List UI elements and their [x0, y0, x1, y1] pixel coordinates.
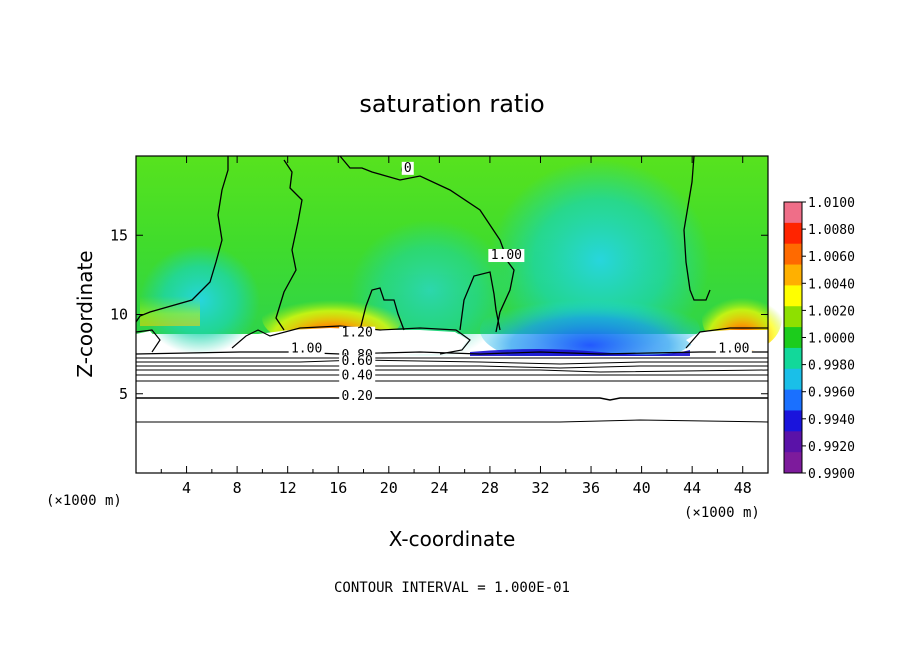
x-tick-label: 28 — [481, 479, 499, 497]
x-unit-left: (×1000 m) — [46, 493, 122, 509]
contour-label-bg — [339, 369, 376, 383]
x-unit-right: (×1000 m) — [684, 505, 760, 521]
colorbar-label: 0.9940 — [808, 413, 855, 428]
y-tick-label: 15 — [110, 226, 128, 244]
contour-hump — [459, 271, 501, 331]
colorbar-label: 0.9960 — [808, 386, 855, 401]
y-tick-label: 5 — [119, 385, 128, 403]
x-tick-label: 4 — [182, 479, 191, 497]
blue-base-band — [470, 349, 690, 356]
colorbar-label: 0.9920 — [808, 440, 855, 455]
colorbar-label: 1.0080 — [808, 223, 855, 238]
colorbar-label: 0.9980 — [808, 359, 855, 374]
contour-center — [339, 155, 515, 333]
colorbar-swatch — [784, 264, 802, 286]
contour-label-bg — [339, 326, 376, 340]
contour-band-4 — [136, 369, 769, 373]
contour-jag-mid — [359, 287, 405, 331]
contour-label-bg — [288, 342, 325, 356]
x-axis-ticks: 4 8 12 16 20 24 28 32 36 40 44 48 — [160, 156, 752, 497]
contour-band-7 — [136, 397, 768, 401]
y-axis-ticks: 5 10 15 — [110, 226, 768, 403]
x-tick-label: 16 — [329, 479, 347, 497]
contour-label-bg — [488, 249, 525, 263]
y-axis-label: Z-coordinate — [73, 250, 97, 377]
blue-region — [480, 292, 700, 368]
x-tick-label: 36 — [582, 479, 600, 497]
contour-interval-note: CONTOUR INTERVAL = 1.000E-01 — [334, 580, 570, 596]
contour-label: 0.60 — [342, 354, 373, 369]
colorbar: 1.0100 1.0080 1.0060 1.0040 1.0020 1.0000 0.99… — [783, 196, 855, 482]
saturation-field: 1.201.000.800.600.400.201.001.000 — [135, 155, 782, 474]
x-tick-label: 20 — [380, 479, 398, 497]
colorbar-swatch — [784, 452, 802, 474]
colorbar-swatch — [784, 347, 802, 370]
contour-1.00-base — [135, 351, 768, 355]
contour-label-bg — [339, 355, 376, 369]
colorbar-swatch — [784, 327, 802, 349]
contour-band-3 — [136, 365, 768, 369]
colorbar-label: 1.0100 — [808, 196, 855, 211]
stack-contours — [135, 325, 769, 423]
colorbar-swatch — [784, 222, 802, 245]
contour-left — [135, 156, 229, 323]
x-tick-label: 32 — [531, 479, 549, 497]
colorbar-label: 0.9900 — [808, 467, 855, 482]
contour-label: 1.00 — [291, 342, 322, 357]
x-axis-label: X-coordinate — [389, 527, 516, 551]
colorbar-swatch — [784, 285, 802, 307]
contour-band-8 — [136, 419, 769, 423]
contour-label-bg — [401, 161, 414, 175]
contour-label-bg — [715, 342, 752, 356]
contour-plume-left — [275, 159, 303, 331]
contour-band-2 — [136, 359, 768, 365]
colorbar-swatch — [784, 431, 802, 453]
x-tick-label: 8 — [233, 479, 242, 497]
colorbar-swatch — [784, 243, 802, 266]
colorbar-label: 1.0060 — [808, 250, 855, 265]
contour-label: 1.00 — [491, 248, 522, 263]
lower-layer — [136, 356, 768, 473]
colorbar-swatch — [784, 410, 802, 432]
contour-label: 0.40 — [342, 368, 373, 383]
chart-title: saturation ratio — [359, 90, 544, 118]
x-tick-label: 40 — [633, 479, 651, 497]
x-tick-label: 24 — [430, 479, 448, 497]
x-tick-label: 44 — [683, 479, 701, 497]
contour-label: 1.20 — [342, 326, 373, 341]
contour-label-bg — [339, 390, 376, 404]
colorbar-swatch — [784, 368, 802, 391]
colorbar-label: 1.0040 — [808, 277, 855, 292]
colorbar-swatch — [784, 389, 802, 411]
contour-labels: 1.201.000.800.600.400.201.001.000 — [288, 161, 752, 404]
colorbar-label: 1.0020 — [808, 304, 855, 319]
contour-right — [683, 155, 711, 301]
contour-label: 1.00 — [718, 342, 749, 357]
y-tick-label: 10 — [110, 306, 128, 324]
colorbar-label: 1.0000 — [808, 332, 855, 347]
x-tick-label: 48 — [734, 479, 752, 497]
x-tick-label: 12 — [279, 479, 297, 497]
colorbar-swatch — [784, 202, 802, 224]
contour-label: 0.20 — [342, 389, 373, 404]
contour-label: 0 — [404, 161, 412, 176]
colorbar-swatch — [784, 306, 802, 328]
